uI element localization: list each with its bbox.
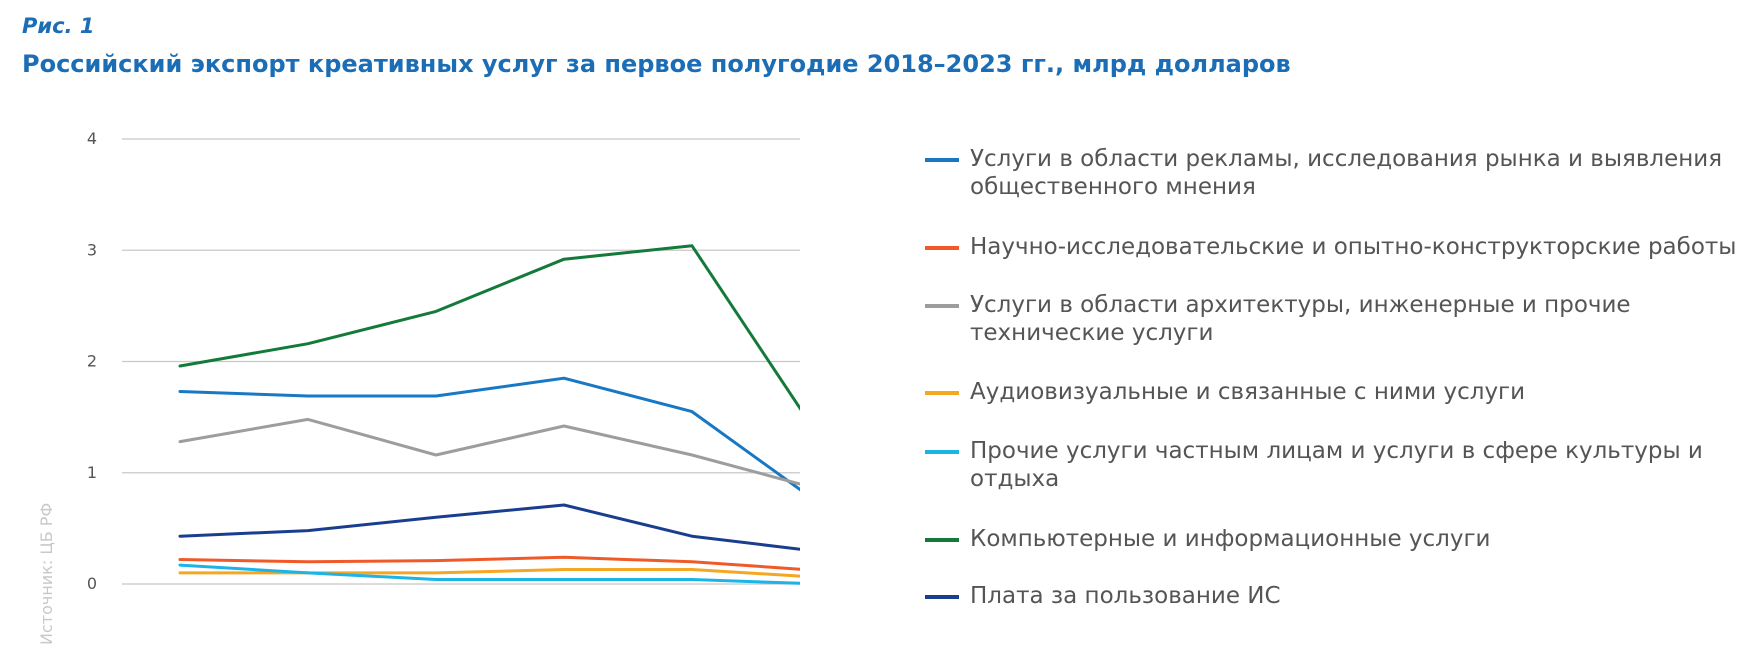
chart-title: Российский экспорт креативных услуг за п… <box>22 50 1291 78</box>
y-tick-label: 2 <box>87 352 97 371</box>
series-lines <box>178 244 800 585</box>
legend-swatch-personal-culture <box>925 450 959 454</box>
legend-swatch-advertising <box>925 158 959 162</box>
y-tick-label: 4 <box>87 129 97 148</box>
legend-label-computer-it: Компьютерные и информационные услуги <box>970 526 1491 552</box>
legend-item-audiovisual: Аудиовизуальные и связанные с ними услуг… <box>925 378 1525 406</box>
grid-lines <box>122 138 800 585</box>
series-line-5 <box>178 244 800 411</box>
series-line-6 <box>178 503 800 551</box>
legend-item-advertising: Услуги в области рекламы, исследования р… <box>925 145 1740 201</box>
legend-label-personal-culture: Прочие услуги частным лицам и услуги в с… <box>970 438 1703 492</box>
legend-item-computer-it: Компьютерные и информационные услуги <box>925 525 1491 553</box>
y-tick-label: 1 <box>87 463 97 482</box>
legend-item-architecture: Услуги в области архитектуры, инженерные… <box>925 291 1740 347</box>
legend-label-architecture: Услуги в области архитектуры, инженерные… <box>970 292 1631 346</box>
series-line-1 <box>178 555 800 571</box>
y-axis-ticks: 0 1 2 3 4 <box>87 129 97 593</box>
legend-swatch-architecture <box>925 304 959 308</box>
legend-item-ip-charges: Плата за пользование ИС <box>925 582 1281 610</box>
y-tick-label: 3 <box>87 240 97 259</box>
legend-label-advertising: Услуги в области рекламы, исследования р… <box>970 146 1723 200</box>
legend-swatch-computer-it <box>925 538 959 542</box>
y-tick-label: 0 <box>87 574 97 593</box>
legend-swatch-audiovisual <box>925 391 959 395</box>
series-line-4 <box>178 563 800 585</box>
legend-label-audiovisual: Аудиовизуальные и связанные с ними услуг… <box>970 379 1526 405</box>
legend-label-ip-charges: Плата за пользование ИС <box>970 583 1281 609</box>
legend-item-rnd: Научно-исследовательские и опытно-констр… <box>925 233 1736 261</box>
series-line-0 <box>178 376 800 492</box>
source-note: Источник: ЦБ РФ <box>37 502 56 645</box>
legend-swatch-rnd <box>925 246 959 250</box>
legend-label-rnd: Научно-исследовательские и опытно-констр… <box>970 234 1737 260</box>
figure-label: Рис. 1 <box>22 14 95 38</box>
legend-item-personal-culture: Прочие услуги частным лицам и услуги в с… <box>925 437 1740 493</box>
series-line-2 <box>178 417 800 486</box>
legend-swatch-ip-charges <box>925 595 959 599</box>
